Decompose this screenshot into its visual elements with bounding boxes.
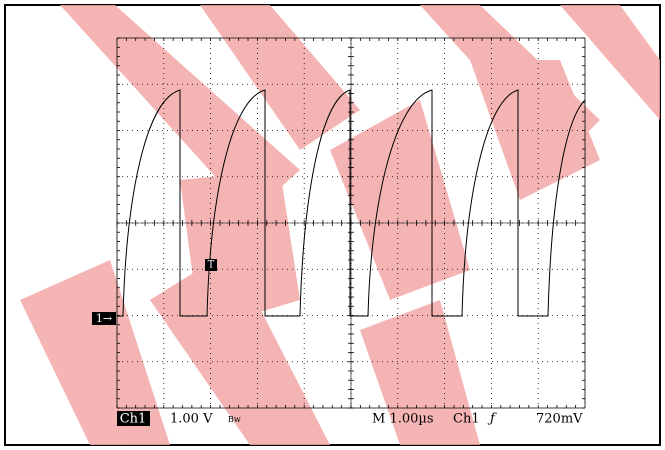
trigger-marker-box bbox=[205, 259, 217, 271]
volts-per-div: 1.00 V bbox=[170, 412, 213, 427]
channel-label: Ch1 bbox=[120, 412, 147, 427]
channel-marker: 1→ bbox=[96, 312, 112, 325]
channel-marker-box bbox=[92, 312, 116, 325]
trigger-slope: ƒ bbox=[487, 412, 497, 427]
channel-box bbox=[117, 411, 150, 426]
trigger-source: Ch1 bbox=[453, 412, 480, 427]
bandwidth-limit: Bw bbox=[228, 415, 241, 424]
trigger-level: 720mV bbox=[536, 412, 583, 427]
graticule bbox=[116, 37, 586, 409]
trigger-marker: T bbox=[208, 260, 215, 271]
timebase: M 1.00µs bbox=[372, 412, 434, 427]
waveform bbox=[117, 89, 586, 317]
